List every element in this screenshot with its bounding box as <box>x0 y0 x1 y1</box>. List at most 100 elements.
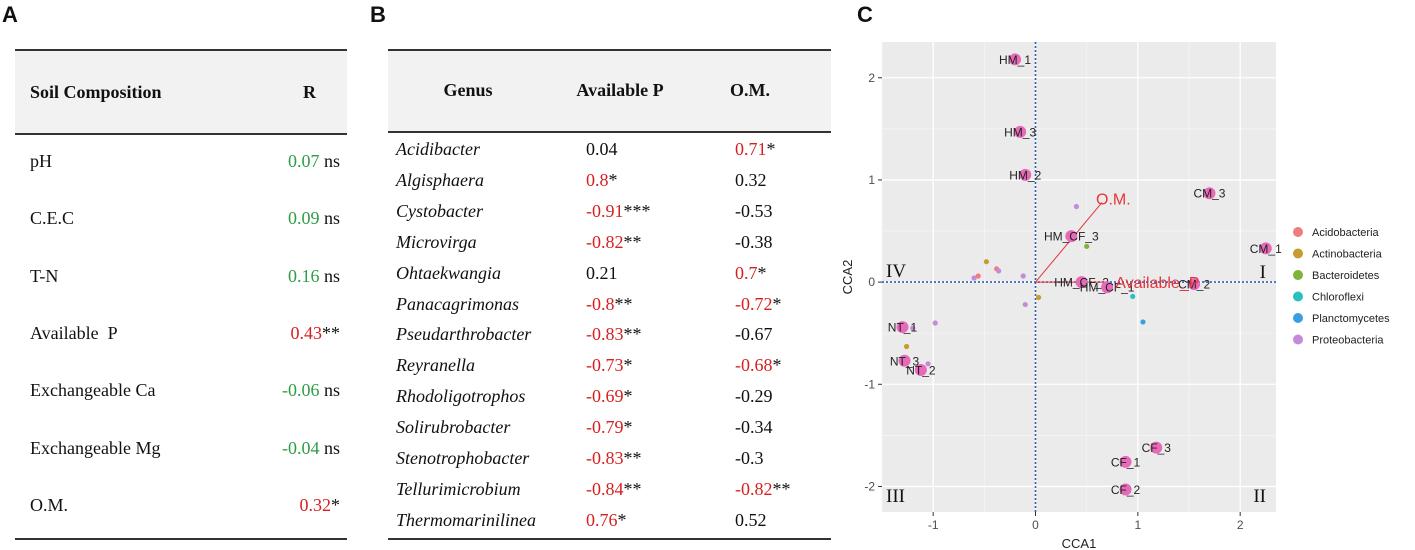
table-a-row-value: 0.43** <box>230 322 341 344</box>
panel-label-b: B <box>370 2 386 27</box>
sample-point <box>1101 281 1114 294</box>
table-b-row-om: 0.52 <box>735 510 825 531</box>
p-significance: * <box>623 417 633 438</box>
sample-label: HM_CF_1 <box>1080 281 1135 295</box>
x-tick-label: 0 <box>1032 518 1039 532</box>
taxon-point <box>903 343 910 350</box>
quadrant-label: II <box>1253 486 1266 507</box>
table-b-row-genus: Ohtaekwangia <box>396 262 501 283</box>
quadrant-label: IV <box>886 261 906 282</box>
table-b-header-rule <box>388 131 831 133</box>
table-b-row-available-p: -0.69* <box>586 386 676 407</box>
p-value: 0.76 <box>586 509 618 530</box>
legend-item: Proteobacteria <box>1312 335 1384 347</box>
y-tick-label: 1 <box>868 173 875 187</box>
table-b-row-available-p: -0.73* <box>586 355 676 376</box>
sample-point <box>898 354 911 367</box>
r-value: 0.43 <box>290 322 323 343</box>
table-a-top-rule <box>15 49 347 51</box>
sample-label: NT_2 <box>906 363 936 377</box>
om-value: 0.52 <box>735 509 767 530</box>
significance: ** <box>322 322 340 343</box>
p-value: -0.8 <box>586 293 615 314</box>
sample-point <box>1014 125 1027 138</box>
om-value: -0.38 <box>735 231 773 252</box>
table-a-bottom-rule <box>15 538 347 540</box>
om-significance: * <box>772 293 782 314</box>
sample-label: CM_3 <box>1193 187 1225 201</box>
sample-point <box>1259 242 1272 255</box>
legend-item: Bacteroidetes <box>1312 270 1380 282</box>
sample-point <box>896 321 909 334</box>
taxon-point <box>1073 203 1080 210</box>
table-a-header-r: R <box>303 82 316 102</box>
x-tick-label: -1 <box>928 518 939 532</box>
p-value: -0.69 <box>586 386 624 407</box>
table-b-row-om: -0.72* <box>735 294 825 315</box>
r-value: 0.16 <box>287 265 320 286</box>
om-value: 0.7 <box>735 262 758 283</box>
p-significance: * <box>617 509 627 530</box>
sample-label: HM_1 <box>999 53 1031 67</box>
table-b-row-available-p: -0.83** <box>586 448 676 469</box>
panel-label-a: A <box>2 2 18 27</box>
taxon-point <box>971 275 977 281</box>
table-b-row-available-p: -0.8** <box>586 294 676 315</box>
table-a-row-name: C.E.C <box>30 208 75 229</box>
table-a-row-name: O.M. <box>30 494 69 515</box>
legend-swatch <box>1293 248 1303 259</box>
table-a-row-value: -0.04 ns <box>230 438 340 459</box>
table-b-row-genus: Pseudarthrobacter <box>396 324 532 345</box>
legend-swatch <box>1293 291 1303 302</box>
taxon-point <box>996 268 1002 274</box>
taxon-point <box>1130 293 1136 300</box>
om-value: -0.68 <box>735 355 773 376</box>
table-b-row-om: -0.38 <box>735 232 825 253</box>
table-b-row-available-p: -0.82** <box>586 232 676 253</box>
p-value: -0.83 <box>586 448 624 468</box>
p-value: 0.8 <box>586 169 609 190</box>
table-b-row-om: -0.34 <box>735 417 825 438</box>
table-a-row-value: -0.06 ns <box>230 380 340 401</box>
table-b-row-available-p: -0.79* <box>586 417 676 438</box>
sample-label: CF_1 <box>1111 455 1141 469</box>
om-value: -0.82 <box>735 478 773 499</box>
table-b-row-om: 0.7* <box>735 263 825 284</box>
legend-swatch <box>1293 227 1303 237</box>
sample-label: HM_2 <box>1009 168 1041 182</box>
sample-point <box>1119 455 1132 468</box>
table-b-row-om: -0.82** <box>735 479 825 500</box>
table-a-row-value: 0.09 ns <box>230 208 340 229</box>
table-b-row-available-p: 0.04 <box>586 139 676 160</box>
x-tick-label: 2 <box>1237 518 1244 532</box>
quadrant-label: III <box>886 486 905 507</box>
table-b-row-genus: Tellurimicrobium <box>396 478 521 499</box>
taxon-point <box>1022 301 1028 308</box>
p-value: 0.04 <box>586 139 618 159</box>
p-value: -0.79 <box>586 417 624 438</box>
sample-point <box>1019 168 1032 181</box>
table-b-row-om: -0.29 <box>735 386 825 407</box>
table-b-row-available-p: 0.8* <box>586 170 676 191</box>
r-value: -0.04 <box>281 437 320 458</box>
table-a-row-name: Exchangeable Mg <box>30 437 161 458</box>
taxon-point <box>932 320 938 326</box>
om-value: 0.32 <box>735 169 767 190</box>
om-value: -0.3 <box>735 448 764 468</box>
table-a-row-name: T-N <box>30 265 59 286</box>
significance: ns <box>319 265 340 286</box>
table-a-row-value: 0.16 ns <box>230 266 340 287</box>
om-value: -0.53 <box>735 200 773 221</box>
sample-point <box>1119 483 1132 496</box>
table-a-row-name: pH <box>30 151 52 171</box>
legend-swatch <box>1293 334 1303 345</box>
taxon-point <box>1035 294 1042 301</box>
panel-label-c: C <box>857 2 873 27</box>
significance: * <box>331 494 340 515</box>
taxon-point <box>1084 243 1090 249</box>
p-value: -0.84 <box>586 478 624 499</box>
significance: ns <box>319 437 340 458</box>
y-tick-label: 2 <box>868 71 875 85</box>
table-a-row-value: 0.07 ns <box>230 151 340 172</box>
table-b-row-genus: Cystobacter <box>396 200 483 221</box>
